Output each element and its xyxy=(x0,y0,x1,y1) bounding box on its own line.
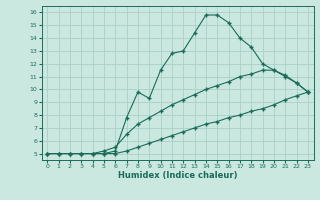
X-axis label: Humidex (Indice chaleur): Humidex (Indice chaleur) xyxy=(118,171,237,180)
